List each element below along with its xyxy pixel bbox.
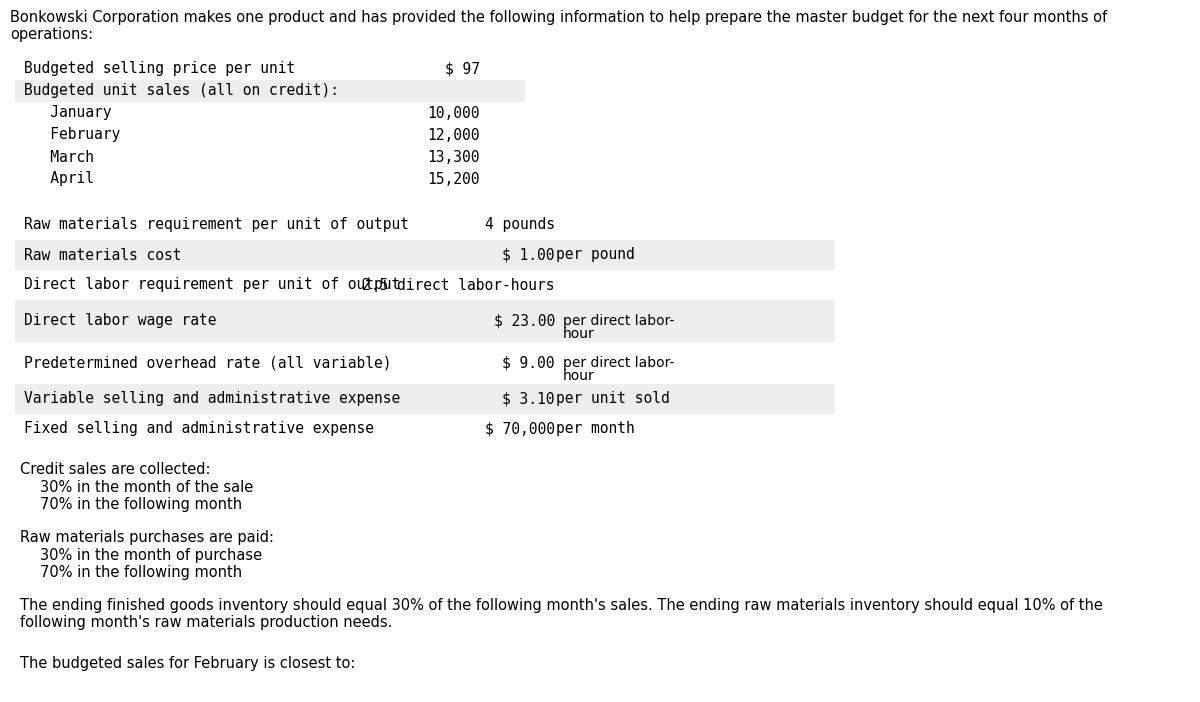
Text: 13,300: 13,300: [427, 150, 480, 164]
Text: January: January: [24, 105, 112, 121]
Text: 30% in the month of the sale: 30% in the month of the sale: [40, 480, 253, 495]
Text: $ 3.10: $ 3.10: [503, 392, 554, 406]
Text: Variable selling and administrative expense: Variable selling and administrative expe…: [24, 392, 401, 406]
Text: Raw materials purchases are paid:: Raw materials purchases are paid:: [20, 530, 274, 545]
Bar: [14, 240, 835, 270]
Text: Predetermined overhead rate (all variable): Predetermined overhead rate (all variabl…: [24, 355, 391, 371]
Text: 70% in the following month: 70% in the following month: [40, 565, 242, 580]
Text: Direct labor requirement per unit of output: Direct labor requirement per unit of out…: [24, 277, 401, 293]
Text: Fixed selling and administrative expense: Fixed selling and administrative expense: [24, 421, 374, 437]
Text: $ 70,000: $ 70,000: [485, 421, 554, 437]
Text: April: April: [24, 171, 94, 187]
Text: 4 pounds: 4 pounds: [485, 218, 554, 232]
Text: $ 23.00: $ 23.00: [493, 314, 554, 329]
Text: 70% in the following month: 70% in the following month: [40, 497, 242, 512]
Text: $ 97: $ 97: [445, 62, 480, 77]
Text: Direct labor wage rate: Direct labor wage rate: [24, 314, 216, 329]
Text: Credit sales are collected:: Credit sales are collected:: [20, 462, 210, 477]
Bar: [14, 300, 835, 342]
Text: Budgeted unit sales (all on credit):: Budgeted unit sales (all on credit):: [24, 84, 340, 98]
Text: per direct labor-: per direct labor-: [563, 314, 674, 328]
Text: $ 9.00: $ 9.00: [503, 355, 554, 371]
Text: 30% in the month of purchase: 30% in the month of purchase: [40, 548, 262, 563]
Text: Raw materials requirement per unit of output: Raw materials requirement per unit of ou…: [24, 218, 409, 232]
Text: per pound: per pound: [556, 248, 635, 263]
Text: March: March: [24, 150, 94, 164]
Text: Budgeted selling price per unit: Budgeted selling price per unit: [24, 62, 295, 77]
Text: The budgeted sales for February is closest to:: The budgeted sales for February is close…: [20, 656, 355, 671]
Text: Raw materials cost: Raw materials cost: [24, 248, 181, 263]
Text: per direct labor-: per direct labor-: [563, 355, 674, 369]
Text: hour: hour: [563, 369, 595, 383]
Text: Bonkowski Corporation makes one product and has provided the following informati: Bonkowski Corporation makes one product …: [10, 10, 1108, 42]
Text: 2.5 direct labor-hours: 2.5 direct labor-hours: [362, 277, 554, 293]
Bar: [14, 384, 835, 414]
Text: 10,000: 10,000: [427, 105, 480, 121]
Text: February: February: [24, 128, 120, 143]
Text: per month: per month: [556, 421, 635, 437]
Text: 12,000: 12,000: [427, 128, 480, 143]
Text: $ 1.00: $ 1.00: [503, 248, 554, 263]
Text: per unit sold: per unit sold: [556, 392, 670, 406]
Text: 15,200: 15,200: [427, 171, 480, 187]
Bar: [14, 80, 526, 102]
Text: The ending finished goods inventory should equal 30% of the following month's sa: The ending finished goods inventory shou…: [20, 598, 1103, 630]
Text: hour: hour: [563, 326, 595, 340]
